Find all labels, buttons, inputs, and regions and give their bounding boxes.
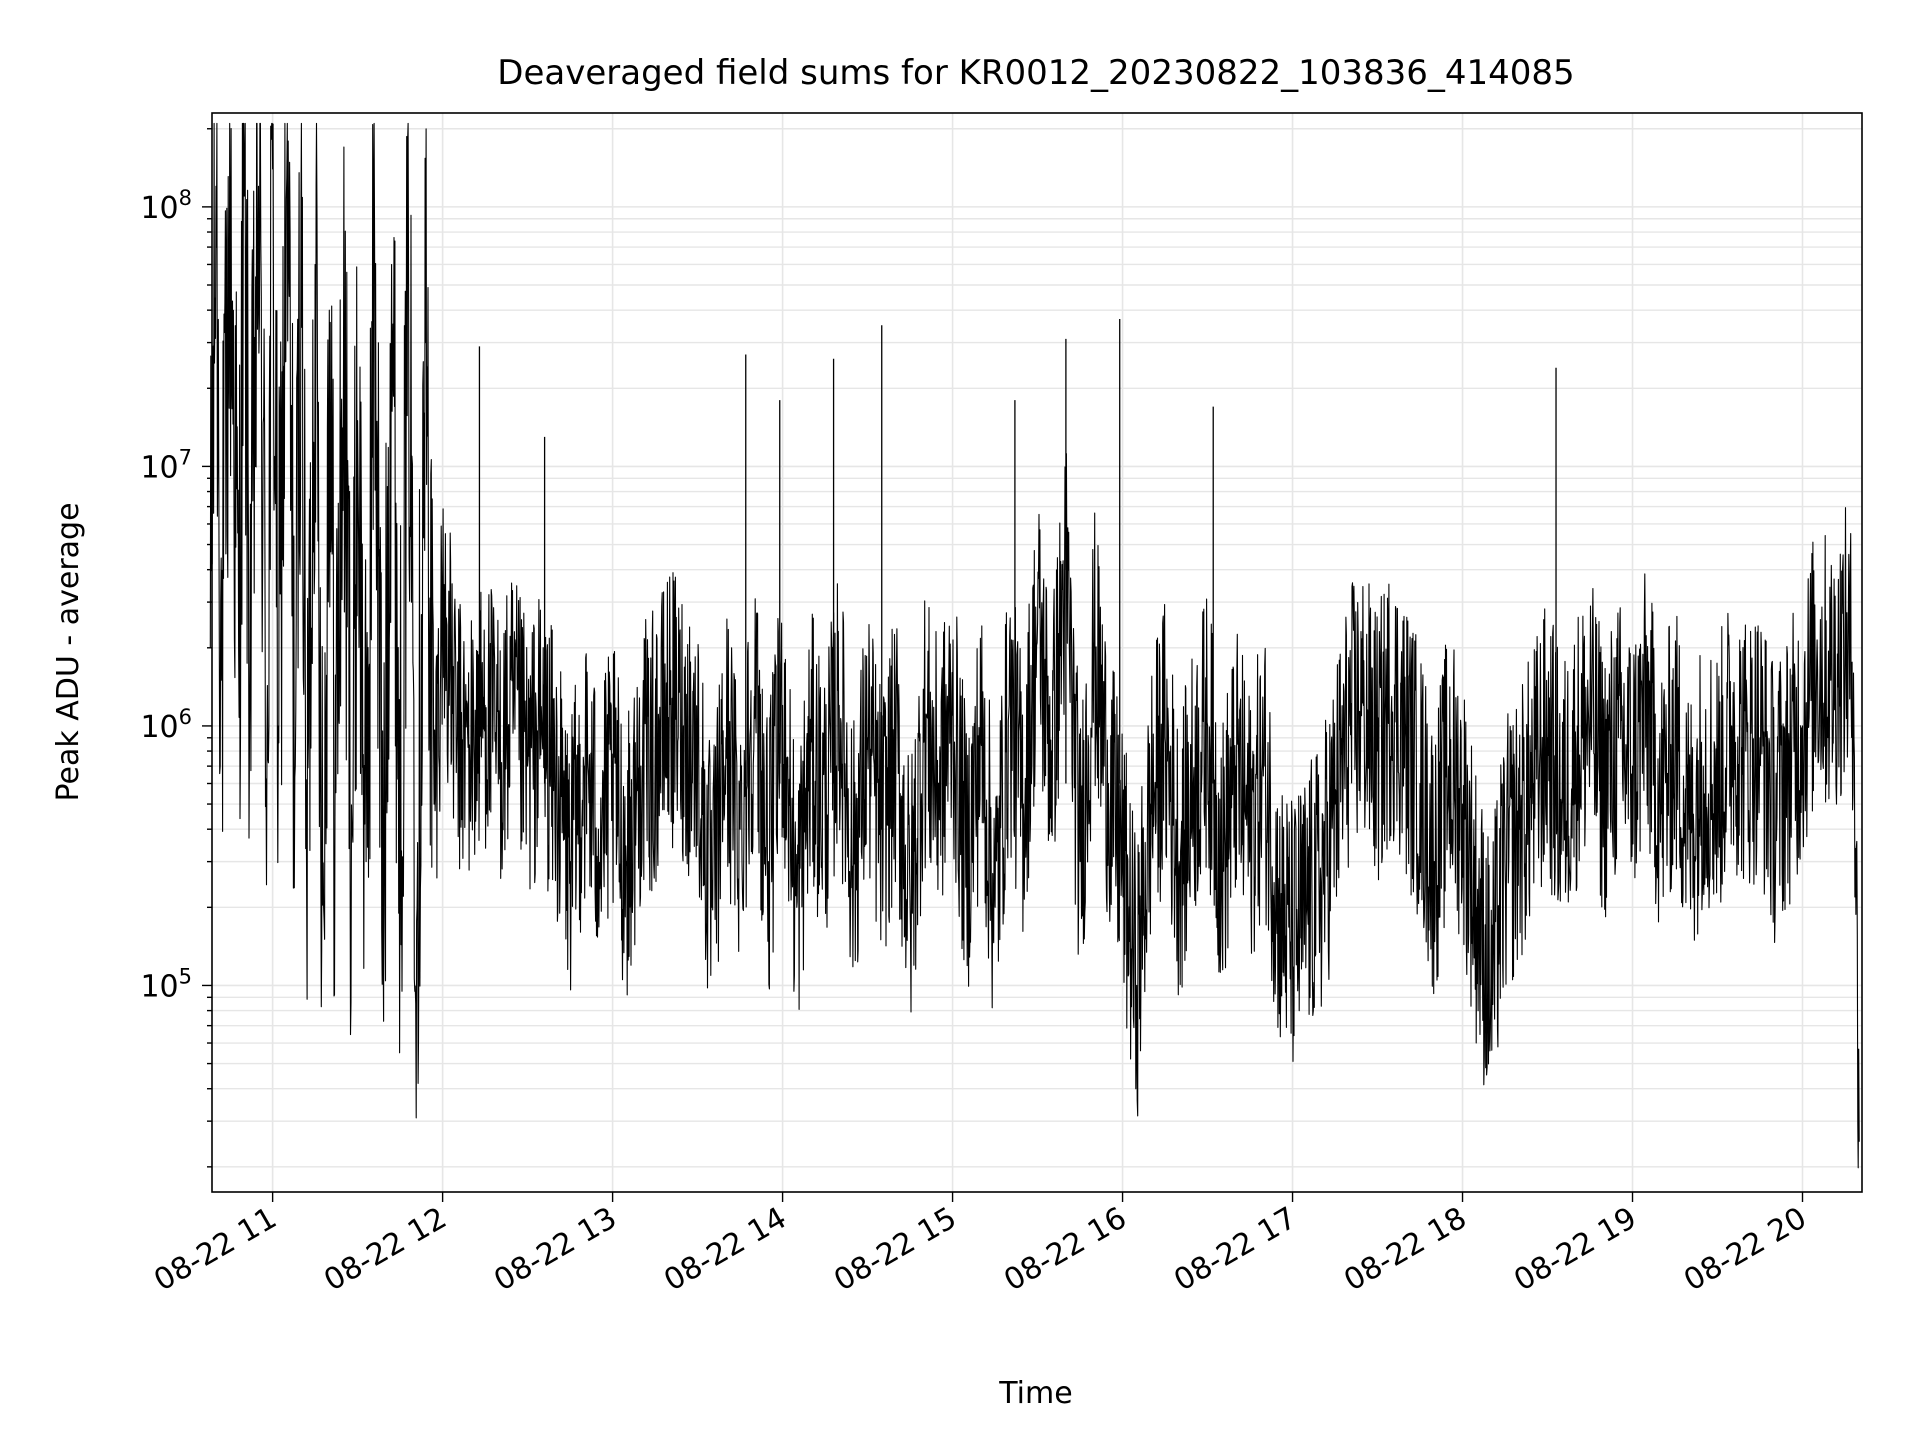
data-series — [209, 122, 1860, 1169]
grid — [212, 113, 1862, 1192]
y-tick-label: 106 — [140, 705, 192, 745]
y-tick-label: 105 — [140, 964, 192, 1004]
y-axis-label: Peak ADU - average — [51, 502, 86, 801]
x-axis-label: Time — [998, 1376, 1072, 1411]
chart-title: Deaveraged field sums for KR0012_2023082… — [497, 53, 1574, 93]
series-line — [209, 122, 1860, 1169]
plot-frame — [211, 112, 1863, 1193]
y-tick-label: 108 — [140, 186, 192, 226]
y-tick-label: 107 — [140, 445, 192, 485]
